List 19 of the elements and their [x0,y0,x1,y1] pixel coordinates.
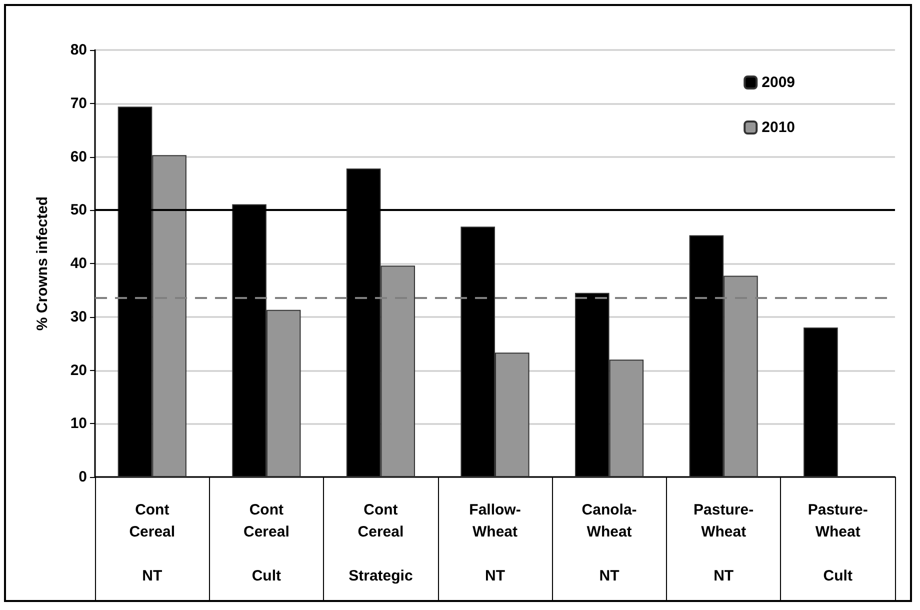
y-tick-label: 30 [70,308,87,326]
category-label: Cont Cereal Strategic [348,502,413,584]
y-tick-label: 40 [70,255,87,272]
y-tick-label: 50 [70,202,87,219]
y-tick-label: 0 [78,468,87,486]
category-label: Cont Cereal Cult [243,502,290,584]
y-tick-label: 70 [70,94,87,112]
y-axis-title: % Crowns infected [34,196,51,331]
category-label: Cont Cereal NT [129,502,176,584]
legend-label: 2010 [762,119,796,136]
category-label: Fallow- Wheat NT [469,502,521,584]
y-tick-label: 60 [70,148,87,166]
category-label: Pasture- Wheat NT [694,502,754,584]
y-tick-label: 80 [70,42,87,58]
category-label: Pasture- Wheat Cult [808,502,868,584]
category-label: Canola- Wheat NT [582,502,637,584]
y-tick-label: 20 [70,362,87,379]
legend-label: 2009 [762,74,796,91]
y-tick-label: 10 [70,415,87,432]
